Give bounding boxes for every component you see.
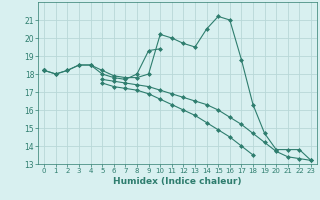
X-axis label: Humidex (Indice chaleur): Humidex (Indice chaleur) bbox=[113, 177, 242, 186]
